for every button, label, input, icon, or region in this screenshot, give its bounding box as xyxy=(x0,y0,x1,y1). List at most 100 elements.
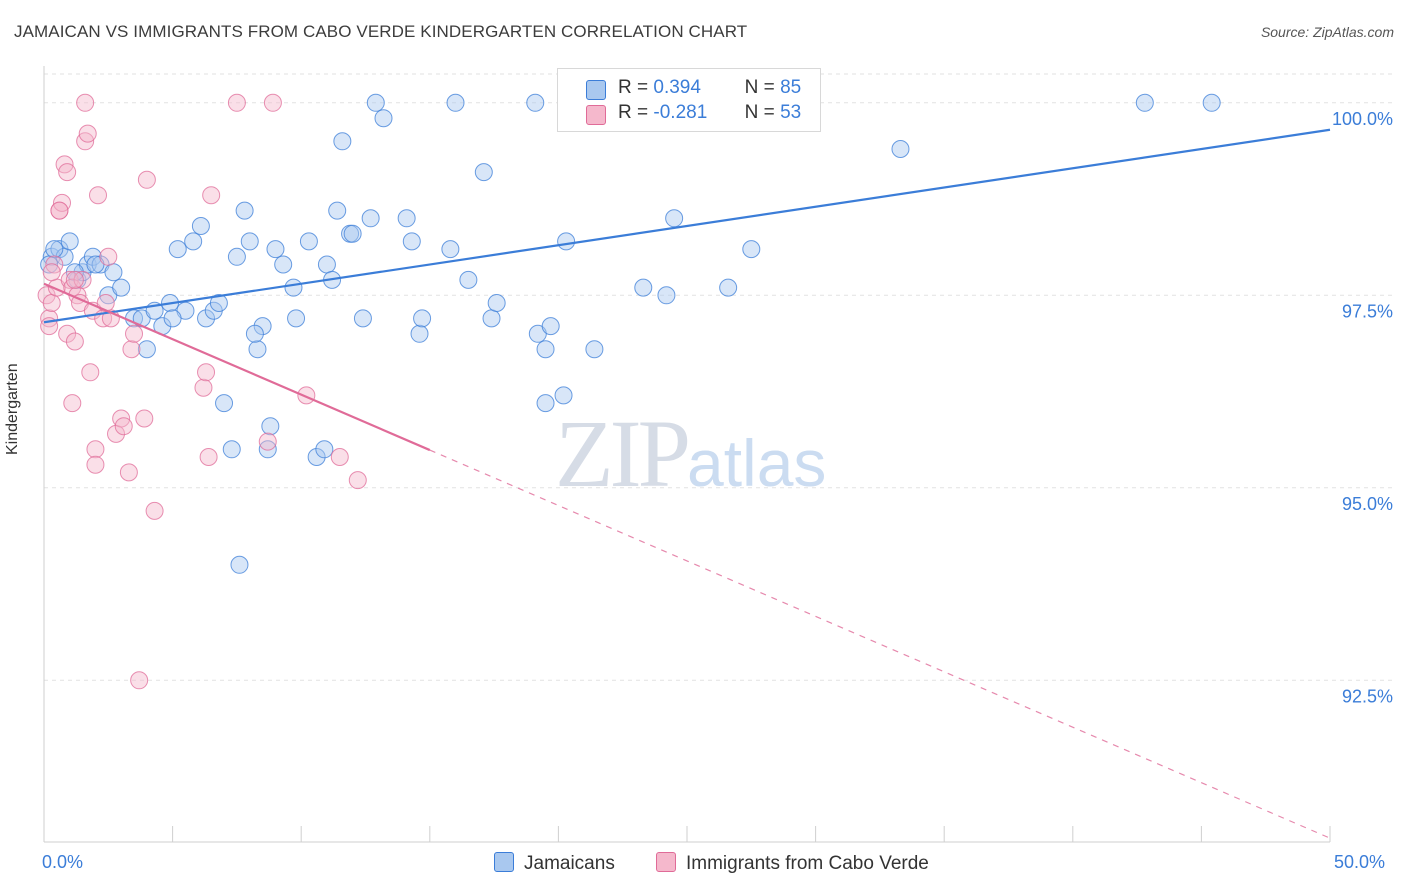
legend-r-label: R = xyxy=(618,102,649,123)
caboverde-point xyxy=(58,163,77,182)
jamaican-point xyxy=(413,309,432,328)
caboverde-point xyxy=(65,270,84,289)
jamaican-point xyxy=(634,278,653,297)
caboverde-point xyxy=(258,432,277,451)
caboverde-point xyxy=(197,363,216,382)
caboverde-point xyxy=(194,378,213,397)
jamaican-point xyxy=(891,140,910,158)
grid-layer xyxy=(44,73,1392,681)
legend-n-label: N = xyxy=(744,77,775,98)
x-tick-label-min: 0.0% xyxy=(42,852,84,872)
jamaican-point xyxy=(307,448,326,466)
jamaican-point xyxy=(60,232,79,251)
jamaican-point xyxy=(230,555,249,574)
caboverde-trendline xyxy=(43,282,431,452)
caboverde-point xyxy=(63,394,82,413)
jamaican-point xyxy=(222,440,241,459)
stats-legend: R = 0.394 N = 85 R = -0.281 N = 53 xyxy=(557,68,821,132)
jamaican-point xyxy=(191,217,210,235)
bottom-legend-label-jamaicans: Jamaicans xyxy=(524,853,615,874)
jamaican-point xyxy=(397,209,416,228)
jamaican-point xyxy=(557,232,576,251)
jamaican-point xyxy=(45,240,64,259)
point-layer xyxy=(37,93,1221,690)
jamaican-point xyxy=(459,270,478,289)
jamaican-point xyxy=(343,224,362,243)
caboverde-point xyxy=(227,93,246,112)
jamaican-point xyxy=(168,240,187,259)
caboverde-point xyxy=(119,463,138,482)
jamaican-point xyxy=(137,340,156,359)
legend-swatch-caboverde xyxy=(586,105,606,125)
jamaican-point xyxy=(104,263,123,282)
jamaican-point xyxy=(719,278,738,297)
caboverde-point xyxy=(348,471,367,490)
jamaican-point xyxy=(554,386,573,405)
caboverde-point xyxy=(65,332,84,351)
caboverde-point xyxy=(199,448,218,466)
jamaican-point xyxy=(197,309,216,328)
jamaican-point xyxy=(366,93,385,112)
caboverde-point xyxy=(50,201,69,220)
axis-layer: 92.5% 95.0% 97.5% 100.0% xyxy=(43,66,1393,843)
jamaican-point xyxy=(402,232,421,251)
jamaican-point xyxy=(315,440,334,459)
bottom-legend-swatch-caboverde xyxy=(656,852,676,872)
jamaican-point xyxy=(474,163,493,182)
caboverde-point xyxy=(86,440,105,459)
legend-swatch-jamaicans xyxy=(586,80,606,100)
legend-n-label: N = xyxy=(744,102,775,123)
jamaican-point xyxy=(1135,93,1154,112)
caboverde-point xyxy=(137,170,156,189)
jamaican-point xyxy=(184,232,203,251)
jamaican-point xyxy=(657,286,676,305)
jamaican-point xyxy=(235,201,254,220)
caboverde-point xyxy=(76,93,95,112)
caboverde-point xyxy=(73,270,92,289)
jamaican-point xyxy=(742,240,761,259)
jamaican-point xyxy=(487,294,506,312)
y-tick-label: 100.0% xyxy=(1332,109,1393,129)
y-tick-label: 97.5% xyxy=(1342,301,1393,321)
jamaican-point xyxy=(284,278,303,297)
caboverde-point xyxy=(89,186,108,205)
legend-n-caboverde: 53 xyxy=(780,102,802,123)
jamaican-point xyxy=(526,93,545,112)
jamaican-point xyxy=(441,240,460,259)
legend-r-caboverde: -0.281 xyxy=(653,102,708,123)
caboverde-point xyxy=(42,294,61,312)
caboverde-point xyxy=(145,501,164,520)
jamaican-point xyxy=(482,309,501,328)
y-tick-label: 92.5% xyxy=(1342,686,1393,706)
jamaican-point xyxy=(446,93,465,112)
jamaican-point xyxy=(240,232,259,251)
jamaican-point xyxy=(287,309,306,328)
caboverde-point xyxy=(78,124,97,143)
bottom-legend-jamaicans: Jamaicans xyxy=(494,852,615,875)
jamaican-point xyxy=(274,255,293,274)
jamaican-point xyxy=(266,240,285,259)
legend-n-jamaicans: 85 xyxy=(780,77,802,98)
caboverde-point xyxy=(135,409,154,428)
jamaican-point xyxy=(258,440,277,459)
jamaican-point xyxy=(215,394,234,413)
trend-layer xyxy=(43,128,1331,839)
caboverde-point xyxy=(99,247,118,266)
chart-title: JAMAICAN VS IMMIGRANTS FROM CABO VERDE K… xyxy=(14,22,748,41)
caboverde-point xyxy=(114,417,133,436)
caboverde-trendline-extension xyxy=(429,449,1331,839)
jamaican-point xyxy=(410,324,429,343)
x-tick-label-max: 50.0% xyxy=(1334,852,1386,872)
jamaican-trendline xyxy=(43,128,1331,324)
caboverde-point xyxy=(130,671,149,690)
caboverde-point xyxy=(330,448,349,466)
bottom-legend-swatch-jamaicans xyxy=(494,852,514,872)
caboverde-point xyxy=(86,455,105,474)
y-tick-label: 95.0% xyxy=(1342,494,1393,514)
watermark-zip: ZIP xyxy=(555,400,691,507)
caboverde-point xyxy=(202,186,221,205)
caboverde-point xyxy=(125,324,144,343)
caboverde-point xyxy=(81,363,100,382)
jamaican-point xyxy=(261,417,280,436)
